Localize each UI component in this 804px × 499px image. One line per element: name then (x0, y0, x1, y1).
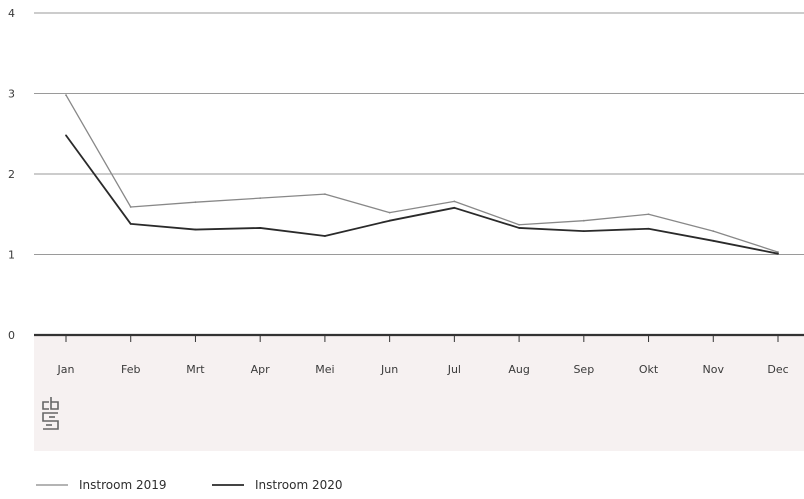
gridlines (34, 12, 804, 255)
data-point (324, 235, 326, 237)
series-lines (65, 94, 779, 255)
legend-label: Instroom 2019 (79, 478, 167, 492)
data-point (647, 227, 650, 230)
data-point (712, 239, 715, 242)
x-axis-band (34, 336, 804, 451)
series-1 (65, 94, 779, 253)
x-tick-label: Mrt (186, 363, 205, 376)
x-tick-label: Sep (573, 363, 594, 376)
x-tick-label: Aug (508, 363, 529, 376)
series-line (65, 94, 779, 253)
x-tick-label: Apr (251, 363, 271, 376)
series-line (65, 134, 779, 255)
data-point (259, 227, 262, 229)
data-point (129, 223, 132, 225)
y-axis-ticks: 0 1 2 3 4 (8, 7, 15, 342)
x-tick-label: Jul (447, 363, 461, 376)
cbs-logo (42, 397, 59, 430)
data-point (777, 252, 779, 255)
y-tick-label: 1 (8, 249, 15, 262)
data-point (647, 213, 650, 216)
data-point (582, 230, 585, 233)
data-point (453, 206, 456, 209)
legend: Instroom 2019 Instroom 2020 (36, 478, 343, 492)
data-point (194, 201, 197, 204)
data-point (777, 251, 779, 253)
data-point (582, 219, 585, 222)
y-tick-label: 2 (8, 168, 15, 181)
data-point (65, 134, 67, 137)
x-tick-label: Okt (639, 363, 659, 376)
y-tick-label: 4 (8, 7, 15, 20)
data-point (518, 223, 520, 226)
x-tick-label: Nov (703, 363, 725, 376)
data-point (388, 219, 391, 222)
data-point (453, 200, 456, 203)
y-tick-label: 0 (8, 329, 15, 342)
x-tick-label: Dec (767, 363, 788, 376)
data-point (518, 227, 520, 229)
data-point (65, 94, 67, 97)
data-point (259, 197, 262, 200)
data-point (388, 211, 391, 214)
x-tick-label: Jun (380, 363, 398, 376)
data-point (712, 230, 715, 233)
data-point (129, 206, 132, 208)
data-point (194, 228, 197, 231)
x-tick-label: Feb (121, 363, 140, 376)
x-tick-label: Jan (57, 363, 75, 376)
series-2 (65, 134, 779, 255)
x-tick-label: Mei (315, 363, 334, 376)
x-axis-ticks: Jan Feb Mrt Apr Mei Jun Jul Aug Sep Okt Nov Dec (57, 336, 789, 376)
y-tick-label: 3 (8, 88, 15, 101)
data-point (324, 193, 326, 196)
legend-label: Instroom 2020 (255, 478, 343, 492)
